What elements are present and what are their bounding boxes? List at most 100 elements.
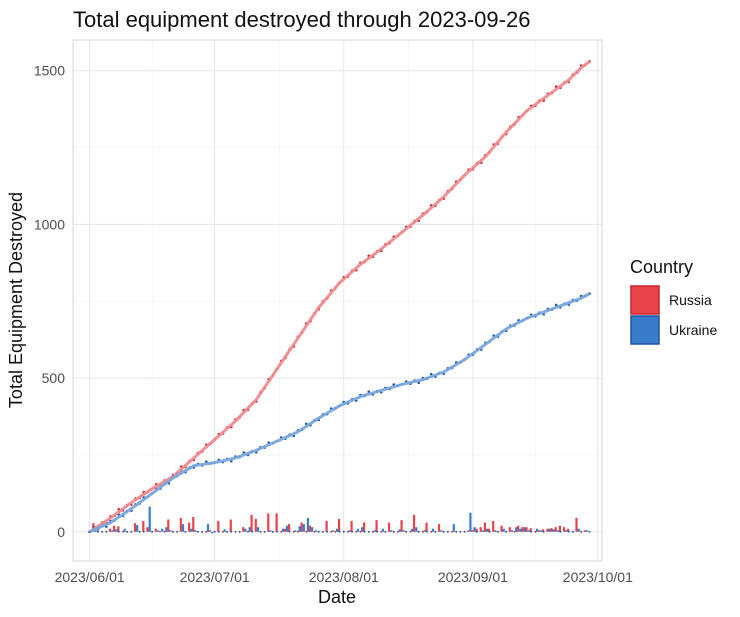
bar-ukraine: [390, 530, 393, 532]
zero-point-russia: [334, 530, 337, 533]
bar-russia: [275, 513, 278, 532]
zero-point-ukraine: [172, 530, 174, 533]
bar-ukraine: [469, 512, 472, 532]
daily-bars: [88, 506, 591, 534]
legend-swatch-russia: [630, 285, 660, 315]
point-ukraine: [367, 390, 371, 393]
zero-point-ukraine: [263, 530, 266, 533]
bar-ukraine: [248, 527, 251, 532]
bar-russia: [179, 517, 182, 532]
bar-ukraine: [548, 528, 551, 532]
zero-point-ukraine: [226, 530, 229, 533]
bar-russia: [387, 522, 391, 532]
x-axis-title: Date: [318, 587, 356, 607]
zero-point-russia: [163, 530, 166, 533]
bar-russia: [542, 529, 545, 532]
zero-point-ukraine: [530, 530, 533, 533]
bar-ukraine: [523, 527, 526, 532]
zero-point-ukraine: [197, 530, 199, 533]
zero-point-russia: [451, 530, 453, 533]
bar-ukraine: [356, 528, 360, 532]
zero-point-ukraine: [259, 530, 262, 533]
x-axis-ticks: 2023/06/01 2023/07/01 2023/08/01 2023/09/01…: [55, 569, 633, 585]
bar-ukraine: [398, 529, 401, 532]
bar-russia: [267, 513, 270, 532]
zero-point-ukraine: [176, 530, 179, 533]
bar-russia: [437, 524, 441, 532]
zero-point-ukraine: [559, 530, 562, 533]
bar-ukraine: [510, 530, 514, 532]
bar-russia: [362, 522, 366, 532]
bar-russia: [550, 528, 553, 532]
bar-russia: [500, 525, 503, 532]
bar-russia: [113, 525, 116, 532]
bar-russia: [471, 530, 474, 532]
zero-point-russia: [513, 530, 516, 533]
zero-point-ukraine: [130, 530, 133, 533]
zero-point-russia: [534, 530, 537, 533]
bar-ukraine: [294, 530, 297, 532]
zero-point-ukraine: [105, 530, 108, 533]
bar-ukraine: [527, 530, 530, 532]
bar-ukraine: [115, 529, 118, 532]
zero-point-russia: [247, 530, 249, 533]
zero-point-ukraine: [384, 530, 387, 533]
bar-russia: [508, 527, 511, 532]
grid: [73, 40, 602, 561]
bar-russia: [254, 518, 257, 532]
bar-russia: [583, 530, 586, 532]
zero-point-ukraine: [392, 530, 395, 533]
bar-ukraine: [111, 530, 114, 532]
bar-russia: [208, 530, 212, 532]
bar-russia: [517, 525, 520, 532]
bar-russia: [483, 522, 486, 532]
bar-ukraine: [148, 506, 151, 532]
y-tick-label: 1500: [34, 63, 65, 79]
bar-ukraine: [485, 528, 489, 532]
zero-point-russia: [205, 530, 208, 533]
bar-ukraine: [156, 530, 160, 532]
zero-point-ukraine: [376, 530, 378, 533]
bar-russia: [521, 527, 524, 532]
zero-point-ukraine: [363, 530, 366, 533]
bar-russia: [467, 530, 470, 532]
bar-ukraine: [502, 528, 505, 532]
bar-ukraine: [423, 530, 426, 532]
zero-point-ukraine: [142, 530, 145, 533]
bar-russia: [167, 519, 170, 532]
bar-ukraine: [298, 526, 301, 532]
bar-russia: [108, 528, 112, 532]
bar-ukraine: [440, 530, 443, 532]
zero-point-ukraine: [251, 530, 254, 533]
bar-ukraine: [348, 530, 351, 532]
bar-russia: [158, 531, 162, 533]
zero-point-russia: [122, 530, 124, 533]
zero-point-ukraine: [476, 530, 478, 533]
smooth-line-ukraine: [89, 292, 591, 534]
zero-point-russia: [359, 530, 362, 533]
y-tick-label: 1000: [34, 216, 65, 232]
bar-ukraine: [123, 528, 126, 532]
zero-point-ukraine: [117, 530, 120, 533]
bar-ukraine: [585, 530, 589, 532]
zero-point-ukraine: [184, 530, 187, 533]
zero-point-ukraine: [217, 530, 220, 533]
x-tick-label: 2023/10/01: [563, 569, 633, 585]
zero-point-ukraine: [338, 530, 341, 533]
zero-point-ukraine: [288, 530, 291, 533]
y-tick-label: 0: [57, 524, 65, 540]
bar-ukraine: [336, 528, 339, 532]
zero-point-russia: [355, 530, 358, 533]
bar-ukraine: [402, 530, 405, 532]
y-tick-label: 500: [42, 370, 66, 386]
zero-point-ukraine: [446, 530, 449, 533]
bar-ukraine: [415, 527, 418, 532]
zero-point-ukraine: [459, 530, 462, 533]
bar-ukraine: [410, 528, 414, 532]
bar-russia: [192, 517, 195, 532]
zero-point-russia: [409, 530, 412, 533]
zero-point-ukraine: [571, 530, 574, 533]
zero-point-ukraine: [434, 530, 437, 533]
bar-ukraine: [519, 528, 522, 532]
bar-ukraine: [373, 530, 376, 532]
